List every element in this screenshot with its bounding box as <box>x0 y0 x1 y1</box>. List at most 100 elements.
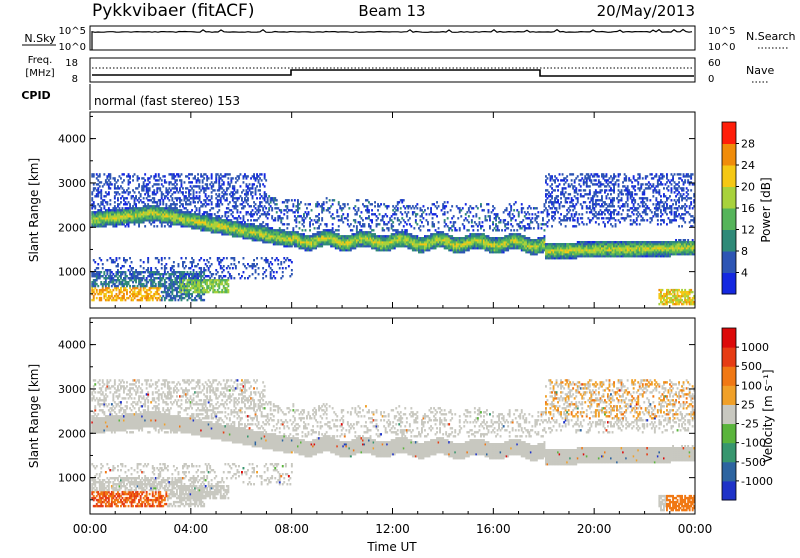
range-cell <box>507 227 509 229</box>
range-cell <box>144 179 146 181</box>
nsky-panel: N.Sky 10^5 10^0 10^5 10^0 N.Search <box>22 26 796 53</box>
range-cell <box>246 267 248 269</box>
range-cell <box>109 173 111 175</box>
range-cell <box>103 205 105 207</box>
range-cell <box>279 267 281 269</box>
range-cell <box>126 197 128 199</box>
range-cell <box>247 197 249 199</box>
range-cell <box>164 257 166 259</box>
range-cell <box>302 229 304 231</box>
range-cell <box>483 229 485 231</box>
range-cell <box>311 209 313 211</box>
range-cell <box>413 227 415 229</box>
range-cell <box>388 227 390 229</box>
range-cell <box>181 179 183 181</box>
range-cell <box>379 223 381 225</box>
range-cell <box>182 203 184 205</box>
range-cell <box>436 215 438 217</box>
range-cell <box>212 207 214 209</box>
range-cell <box>497 225 499 227</box>
range-cell <box>208 177 210 179</box>
range-cell <box>468 215 470 217</box>
range-cell <box>299 207 301 209</box>
range-cell <box>103 173 105 175</box>
range-cell <box>351 229 353 231</box>
range-cell <box>153 225 155 227</box>
range-cell <box>264 185 266 187</box>
range-cell <box>120 201 122 203</box>
range-cell <box>161 263 163 265</box>
range-cell <box>203 299 205 301</box>
range-cell <box>129 191 131 193</box>
range-cell <box>232 177 234 179</box>
range-cell <box>480 203 482 205</box>
range-cell <box>318 217 320 219</box>
range-cell <box>528 213 530 215</box>
range-cell <box>282 275 284 277</box>
range-cell <box>326 201 328 203</box>
range-cell <box>200 267 202 269</box>
range-cell <box>450 209 452 211</box>
range-cell <box>227 177 229 179</box>
range-cell <box>483 209 485 211</box>
range-cell <box>433 223 435 225</box>
range-cell <box>171 197 173 199</box>
range-cell <box>498 229 500 231</box>
range-cell <box>250 219 252 221</box>
freq-trace <box>92 70 694 76</box>
range-cell <box>410 225 412 227</box>
range-cell <box>129 203 131 205</box>
range-cell <box>120 177 122 179</box>
range-cell <box>288 265 290 267</box>
range-cell <box>522 207 524 209</box>
range-cell <box>230 275 232 277</box>
range-cell <box>126 289 128 291</box>
range-cell <box>99 185 101 187</box>
range-cell <box>128 187 130 189</box>
range-cell <box>196 299 198 301</box>
range-cell <box>501 229 503 231</box>
range-cell <box>292 227 294 229</box>
range-cell <box>226 197 228 199</box>
range-cell <box>333 217 335 219</box>
range-cell <box>379 213 381 215</box>
range-cell <box>321 217 323 219</box>
range-cell <box>227 283 229 285</box>
range-cell <box>109 187 111 189</box>
range-cell <box>531 213 533 215</box>
range-cell <box>348 207 350 209</box>
range-cell <box>143 197 145 199</box>
range-cell <box>432 217 434 219</box>
range-cell <box>436 201 438 203</box>
range-cell <box>291 273 293 275</box>
range-cell <box>292 203 294 205</box>
range-cell <box>134 173 136 175</box>
range-cell <box>218 193 220 195</box>
range-cell <box>447 201 449 203</box>
range-cell <box>150 291 152 293</box>
range-cell <box>143 267 145 269</box>
range-cell <box>200 257 202 259</box>
range-cell <box>205 269 207 271</box>
range-cell <box>230 263 232 265</box>
range-cell <box>243 215 245 217</box>
range-cell <box>271 257 273 259</box>
cpid-panel: CPID normal (fast stereo) 153 <box>21 84 240 110</box>
range-cell <box>477 207 479 209</box>
range-cell <box>469 211 471 213</box>
range-cell <box>533 227 535 229</box>
range-cell <box>165 281 167 283</box>
range-cell <box>132 267 134 269</box>
range-cell <box>224 275 226 277</box>
range-cell <box>420 229 422 231</box>
range-cell <box>190 193 192 195</box>
range-cell <box>156 225 158 227</box>
range-cell <box>488 203 490 205</box>
range-cell <box>456 229 458 231</box>
range-cell <box>415 219 417 221</box>
range-cell <box>531 221 533 223</box>
range-cell <box>285 267 287 269</box>
range-cell <box>510 229 512 231</box>
range-cell <box>161 179 163 181</box>
range-cell <box>253 183 255 185</box>
